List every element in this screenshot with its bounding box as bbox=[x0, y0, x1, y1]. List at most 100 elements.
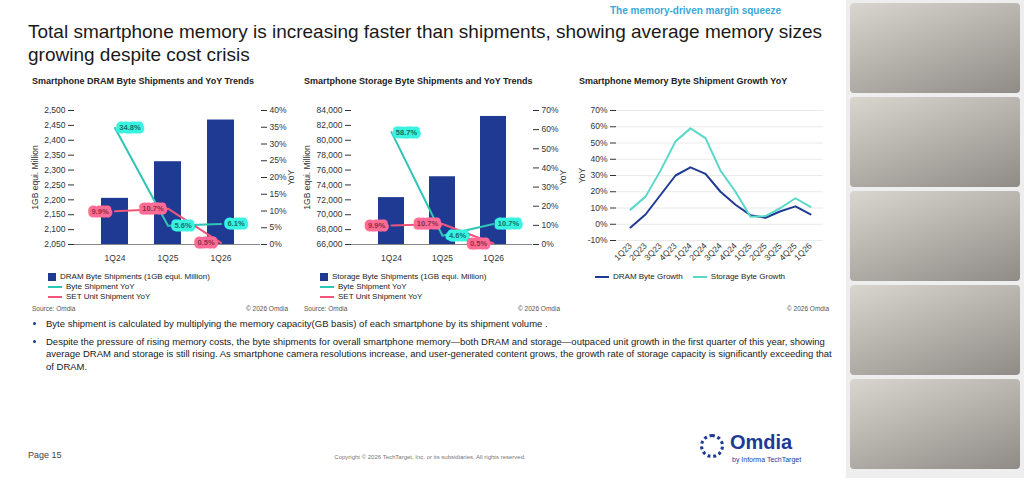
svg-text:15%: 15% bbox=[270, 189, 287, 199]
svg-text:1Q24: 1Q24 bbox=[381, 253, 402, 263]
html-text:Byte shipment is calculated by: Byte shipment is calculated by multiplyi… bbox=[46, 318, 548, 329]
html-text:Page 15: Page 15 bbox=[28, 450, 62, 460]
svg-text:10%: 10% bbox=[270, 206, 287, 216]
svg-text:1Q25: 1Q25 bbox=[158, 253, 179, 263]
svg-text:1Q24: 1Q24 bbox=[672, 240, 694, 263]
html-text:Source: Omdia: Source: Omdia bbox=[32, 305, 76, 312]
html-text:The memory-driven margin squee: The memory-driven margin squeeze bbox=[610, 5, 782, 16]
html-text:Smartphone Storage Byte Shipme: Smartphone Storage Byte Shipments and Yo… bbox=[304, 76, 533, 86]
svg-text:YoY: YoY bbox=[558, 170, 568, 186]
svg-text:30%: 30% bbox=[590, 170, 607, 180]
svg-text:10.7%: 10.7% bbox=[142, 204, 164, 213]
svg-text:80,000: 80,000 bbox=[317, 135, 343, 145]
svg-text:10%: 10% bbox=[542, 220, 559, 230]
svg-text:0.5%: 0.5% bbox=[197, 238, 214, 247]
svg-text:6.1%: 6.1% bbox=[227, 219, 244, 228]
html-text:Byte Shipment YoY: Byte Shipment YoY bbox=[66, 282, 135, 291]
svg-text:2,300: 2,300 bbox=[44, 165, 66, 175]
svg-text:2,400: 2,400 bbox=[44, 135, 66, 145]
html-text:Storage Byte Shipments (1GB eq: Storage Byte Shipments (1GB equi. Millio… bbox=[332, 272, 487, 281]
svg-text:1GB equi. Million: 1GB equi. Million bbox=[30, 145, 40, 210]
svg-text:10.7%: 10.7% bbox=[498, 219, 520, 228]
svg-text:9.9%: 9.9% bbox=[368, 221, 385, 230]
html-text:Byte Shipment YoY: Byte Shipment YoY bbox=[338, 282, 407, 291]
svg-text:66,000: 66,000 bbox=[317, 239, 343, 249]
svg-text:1Q25: 1Q25 bbox=[432, 253, 453, 263]
svg-text:30%: 30% bbox=[270, 139, 287, 149]
svg-text:70%: 70% bbox=[542, 105, 559, 115]
html-text:Storage Byte Growth: Storage Byte Growth bbox=[710, 272, 786, 281]
svg-text:9.9%: 9.9% bbox=[91, 207, 108, 216]
svg-text:84,000: 84,000 bbox=[317, 105, 343, 115]
svg-text:2,350: 2,350 bbox=[44, 150, 66, 160]
svg-text:68,000: 68,000 bbox=[317, 224, 343, 234]
svg-text:1Q26: 1Q26 bbox=[483, 253, 504, 263]
svg-text:70%: 70% bbox=[590, 105, 607, 115]
html-text:SET Unit Shipment YoY: SET Unit Shipment YoY bbox=[338, 292, 423, 301]
svg-text:34.8%: 34.8% bbox=[119, 123, 141, 132]
svg-text:2,250: 2,250 bbox=[44, 180, 66, 190]
svg-text:60%: 60% bbox=[542, 124, 559, 134]
svg-text:76,000: 76,000 bbox=[317, 165, 343, 175]
svg-text:1Q26: 1Q26 bbox=[792, 241, 814, 263]
svg-text:2,150: 2,150 bbox=[44, 209, 66, 219]
svg-text:2,450: 2,450 bbox=[44, 120, 66, 130]
svg-text:YoY: YoY bbox=[577, 168, 587, 184]
svg-text:2Q25: 2Q25 bbox=[747, 240, 769, 263]
svg-text:2Q24: 2Q24 bbox=[687, 240, 709, 263]
svg-text:35%: 35% bbox=[270, 122, 287, 132]
svg-text:72,000: 72,000 bbox=[317, 195, 343, 205]
svg-text:20%: 20% bbox=[590, 186, 607, 196]
svg-text:1Q25: 1Q25 bbox=[732, 240, 754, 263]
svg-text:4Q25: 4Q25 bbox=[777, 240, 799, 263]
svg-text:25%: 25% bbox=[270, 155, 287, 165]
svg-text:20%: 20% bbox=[270, 172, 287, 182]
html-text:SET Unit Shipment YoY: SET Unit Shipment YoY bbox=[66, 292, 151, 301]
svg-text:74,000: 74,000 bbox=[317, 180, 343, 190]
svg-text:2,100: 2,100 bbox=[44, 224, 66, 234]
svg-text:58.7%: 58.7% bbox=[396, 128, 418, 137]
svg-text:1Q23: 1Q23 bbox=[612, 240, 634, 263]
svg-text:4.6%: 4.6% bbox=[449, 231, 466, 240]
svg-text:0%: 0% bbox=[595, 219, 608, 229]
html-text:Smartphone DRAM Byte Shipments: Smartphone DRAM Byte Shipments and YoY T… bbox=[32, 76, 254, 86]
html-text:Omdia: Omdia bbox=[730, 431, 793, 453]
svg-text:3Q24: 3Q24 bbox=[702, 240, 724, 263]
svg-text:1GB equi. Million: 1GB equi. Million bbox=[302, 145, 312, 210]
svg-text:40%: 40% bbox=[270, 105, 287, 115]
svg-text:50%: 50% bbox=[542, 144, 559, 154]
svg-text:70,000: 70,000 bbox=[317, 209, 343, 219]
svg-text:1Q24: 1Q24 bbox=[105, 253, 126, 263]
html-text:Despite the pressure of rising: Despite the pressure of rising memory co… bbox=[46, 335, 832, 372]
svg-text:40%: 40% bbox=[590, 154, 607, 164]
svg-text:2,050: 2,050 bbox=[44, 239, 66, 249]
svg-text:40%: 40% bbox=[542, 163, 559, 173]
svg-text:4Q23: 4Q23 bbox=[657, 240, 679, 263]
svg-text:0%: 0% bbox=[270, 239, 283, 249]
svg-text:5%: 5% bbox=[270, 222, 283, 232]
svg-text:1Q26: 1Q26 bbox=[211, 253, 232, 263]
svg-text:3Q23: 3Q23 bbox=[642, 240, 664, 263]
svg-text:50%: 50% bbox=[590, 138, 607, 148]
svg-text:10%: 10% bbox=[590, 203, 607, 213]
svg-text:0%: 0% bbox=[542, 239, 555, 249]
svg-text:10.7%: 10.7% bbox=[417, 219, 439, 228]
svg-text:20%: 20% bbox=[542, 201, 559, 211]
svg-text:30%: 30% bbox=[542, 182, 559, 192]
svg-text:78,000: 78,000 bbox=[317, 150, 343, 160]
svg-text:-10%: -10% bbox=[588, 235, 608, 245]
svg-text:0.5%: 0.5% bbox=[470, 239, 487, 248]
svg-text:82,000: 82,000 bbox=[317, 120, 343, 130]
svg-text:2,200: 2,200 bbox=[44, 195, 66, 205]
html-text:DRAM Byte Growth: DRAM Byte Growth bbox=[613, 272, 683, 281]
html-text:Smartphone Memory Byte Shipmen: Smartphone Memory Byte Shipment Growth Y… bbox=[579, 76, 788, 86]
svg-text:4Q24: 4Q24 bbox=[717, 240, 739, 263]
html-text:DRAM Byte Shipments (1GB equi.: DRAM Byte Shipments (1GB equi. Million) bbox=[60, 272, 210, 281]
svg-text:2,500: 2,500 bbox=[44, 105, 66, 115]
svg-text:5.6%: 5.6% bbox=[174, 221, 191, 230]
svg-text:2Q23: 2Q23 bbox=[627, 240, 649, 263]
svg-text:60%: 60% bbox=[590, 121, 607, 131]
html-text:Total smartphone memory is inc: Total smartphone memory is increasing fa… bbox=[28, 21, 823, 65]
svg-text:3Q25: 3Q25 bbox=[762, 240, 784, 263]
svg-text:YoY: YoY bbox=[286, 170, 296, 186]
